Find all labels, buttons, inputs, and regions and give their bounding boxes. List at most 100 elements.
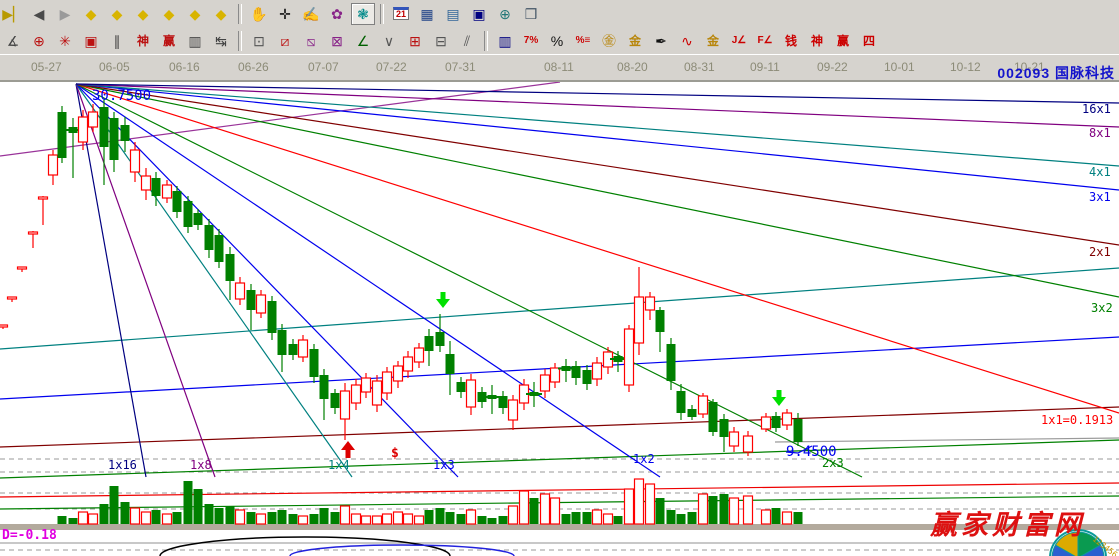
calendar-button[interactable]: 21 [389,3,413,25]
segment-tool-button[interactable]: ✿ [325,3,349,25]
print-button[interactable]: ❒ [519,3,543,25]
shen-angle-button[interactable]: 神 [805,30,829,52]
volume-bar [633,478,645,525]
j-angle-button[interactable]: J∠ [727,30,751,52]
qian-angle-icon: 钱 [785,33,798,48]
pen-dollar-button[interactable]: ✒ [649,30,673,52]
f-angle-button[interactable]: F∠ [753,30,777,52]
angle-lines-button[interactable]: ∠ [351,30,375,52]
volume-bar [350,513,362,525]
volume-bar [591,509,603,525]
volume-bar [214,508,224,524]
hand-tool-button[interactable]: ✋ [247,3,271,25]
abacus-button[interactable]: ▥ [183,30,207,52]
gann-fan-label-3x2: 3x2 [1091,301,1113,315]
volume-bar [77,511,89,525]
step-forward-button[interactable]: ▶ [53,3,77,25]
green-down-arrow [772,397,786,406]
candle-body-down [708,402,718,432]
gold-line-button[interactable]: 金 [623,30,647,52]
si-angle-button[interactable]: 四 [857,30,881,52]
diamond-expand-all-button[interactable]: ◆ [209,3,233,25]
step-back-button[interactable]: ◀ [27,3,51,25]
go-end-button[interactable]: ▶▏ [1,3,25,25]
gann-fan-button[interactable]: ⧄ [273,30,297,52]
box-tool-button[interactable]: ⊡ [247,30,271,52]
gold-level-button[interactable]: 金 [701,30,725,52]
notes-icon: ▤ [446,5,460,22]
candle-body-up [371,380,383,406]
ying-grid-icon: 赢 [163,33,176,48]
volume-bar [371,515,383,525]
diamond-expand-h-button[interactable]: ◆ [131,3,155,25]
gann-star-button[interactable]: ✳ [53,30,77,52]
shen-grid-button[interactable]: 神 [131,30,155,52]
volume-bar [771,508,781,524]
gann-circle-button[interactable]: ⊕ [27,30,51,52]
wedge-tool-button[interactable]: ⧅ [299,30,323,52]
volume-bar [760,509,772,525]
candle-body-down [57,112,67,158]
diamond-all-button[interactable]: ◆ [183,3,207,25]
ying-angle-button[interactable]: 赢 [831,30,855,52]
gold-circle-button[interactable]: ㊎ [597,30,621,52]
candle-body-up [87,111,99,128]
protractor-button[interactable]: ∡ [1,30,25,52]
gann-fan-line-3x2 [75,83,1119,298]
candle-body-up [0,324,9,328]
gann-fan-line-16x1 [75,83,1119,104]
red-up-arrow [341,441,355,450]
ying-grid-button[interactable]: 赢 [157,30,181,52]
volume-bar [456,514,466,524]
parallel-lines-button[interactable]: ⫽ [455,30,479,52]
levels-button[interactable]: ▥ [493,30,517,52]
gann-square-button[interactable]: ▣ [79,30,103,52]
measure-tool-button[interactable]: ✍ [299,3,323,25]
diamond-compress-h-icon: ◆ [163,5,175,22]
crosshair-tool-button[interactable]: ✛ [273,3,297,25]
candle-body-up [507,399,519,421]
hand-tool-icon: ✋ [250,5,268,22]
diamond-compress-h-button[interactable]: ◆ [157,3,181,25]
square-fan-button[interactable]: ⊠ [325,30,349,52]
candle-body-up [413,347,425,363]
measure-tool-icon: ✍ [302,5,320,22]
trendline [0,482,1119,498]
grid-button[interactable]: ⊞ [403,30,427,52]
export-web-button[interactable]: ⊕ [493,3,517,25]
volume-bar [109,486,119,524]
date-tick-label: 09-22 [817,60,848,74]
volume-bar [339,505,351,525]
notes-button[interactable]: ▤ [441,3,465,25]
candle-body-up [255,294,267,314]
volume-bar [487,518,497,524]
gold-line-icon: 金 [629,33,642,48]
candle-body-up [339,390,351,420]
wave-tool-button[interactable]: ∿ [675,30,699,52]
zigzag-button[interactable]: ∨ [377,30,401,52]
green-down-arrow [776,390,782,398]
diamond-right-button[interactable]: ◆ [105,3,129,25]
candle-body-up [539,374,551,392]
save-button[interactable]: ▣ [467,3,491,25]
date-tick-label: 06-16 [169,60,200,74]
calculator-button[interactable]: ▦ [415,3,439,25]
volume-bar [507,505,519,525]
volume-bar [392,511,404,525]
width-measure-button[interactable]: ↹ [209,30,233,52]
candle-body-up [140,175,152,191]
percent7-button[interactable]: 7% [519,30,543,52]
percent-button[interactable]: % [545,30,569,52]
volume-bar [193,489,203,524]
grid-diagonal-button[interactable]: ⊟ [429,30,453,52]
grid-icon: ⊞ [409,32,421,49]
qian-angle-button[interactable]: 钱 [779,30,803,52]
volume-bar [297,515,309,525]
chart-area: 1x16 1x8 1x4 1x3 1x2 2x3 3x2 2x1 3x1 4x1 8x1 16x1 30… [0,80,1119,556]
diamond-left-button[interactable]: ◆ [79,3,103,25]
wave-brain-tool-button[interactable]: ❃ [351,2,375,25]
candle-body-up [742,435,754,453]
kline-mark-button[interactable]: ∥ [105,30,129,52]
percent-lines-button[interactable]: %≡ [571,30,595,52]
